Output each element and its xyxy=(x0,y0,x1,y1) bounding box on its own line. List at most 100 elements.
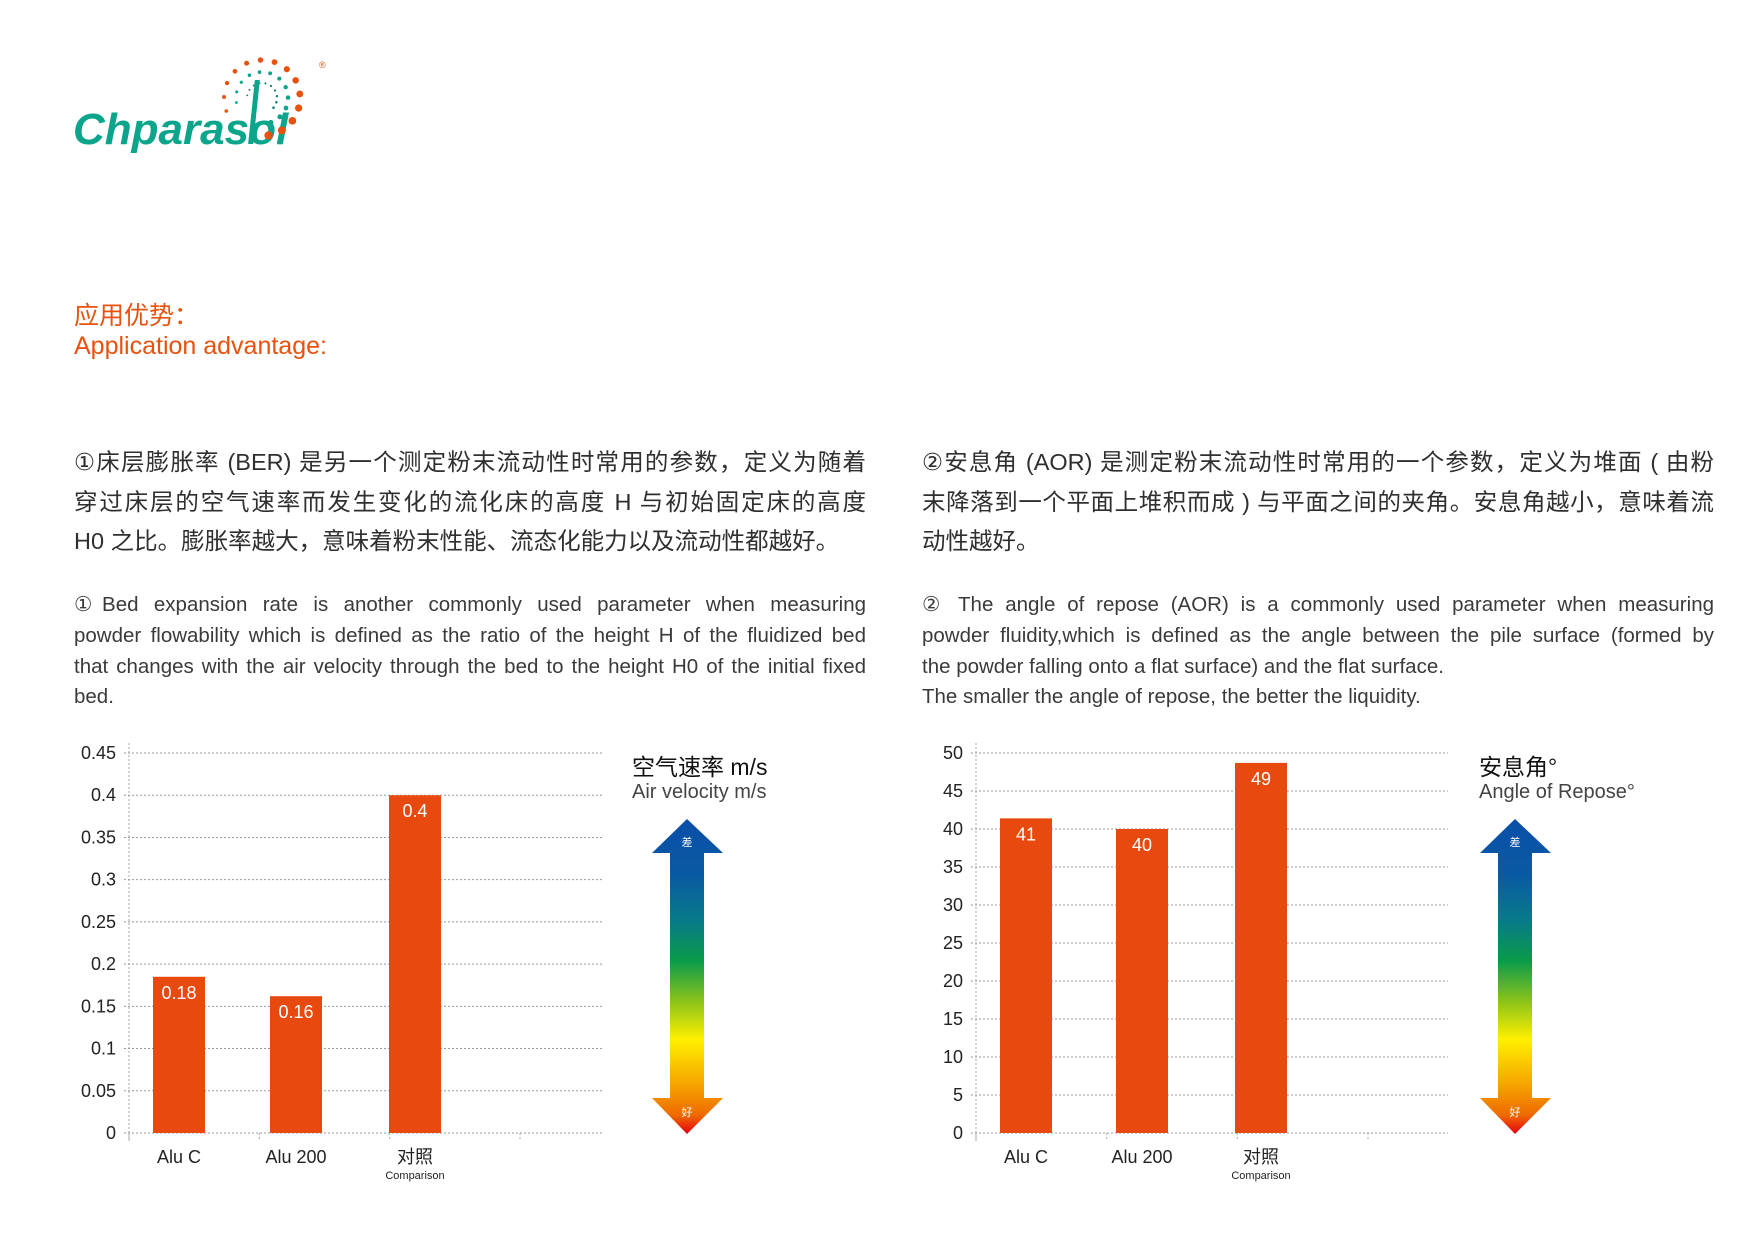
bar xyxy=(1000,818,1052,1133)
y-tick-label: 15 xyxy=(943,1009,963,1029)
text-line: H0 之比。膨胀率越大，意味着粉末性能、流态化能力以及流动性都越好。 xyxy=(74,528,840,554)
y-tick-label: 0.2 xyxy=(91,954,116,974)
bar-data-label: 40 xyxy=(1132,835,1152,855)
logo-dot xyxy=(268,119,274,126)
logo-dot xyxy=(269,84,273,88)
arrow-bottom-label: 好 xyxy=(682,1105,693,1119)
logo-dot xyxy=(272,106,275,109)
text-line: powder flowability which is defined as t… xyxy=(74,623,866,647)
logo-dot xyxy=(296,90,304,98)
text-line: ①床层膨胀率 (BER) 是另一个测定粉末流动性时常用的参数，定义为随着 xyxy=(74,449,866,475)
y-tick-label: 25 xyxy=(943,933,963,953)
logo-dot xyxy=(264,131,273,140)
bar-data-label: 0.4 xyxy=(402,801,427,821)
chart1-legend-title-cn: 空气速率 m/s xyxy=(632,754,768,780)
logo-dot xyxy=(224,80,230,86)
chart2-legend-title-en: Angle of Repose° xyxy=(1479,781,1635,803)
ber-description-cn: ①床层膨胀率 (BER) 是另一个测定粉末流动性时常用的参数，定义为随着 穿过床… xyxy=(74,443,866,562)
y-tick-label: 40 xyxy=(943,819,963,839)
logo-dot xyxy=(264,82,267,85)
text-line: that changes with the air velocity throu… xyxy=(74,654,866,678)
chart2-legend-title-cn: 安息角° xyxy=(1479,754,1558,780)
bar-data-label: 0.18 xyxy=(161,983,196,1003)
logo-dot xyxy=(283,105,289,111)
y-tick-label: 20 xyxy=(943,971,963,991)
x-category-label: Alu 200 xyxy=(265,1147,326,1167)
logo-mark: Chparasol ® xyxy=(73,57,326,154)
x-category-label: Alu C xyxy=(157,1147,201,1167)
y-tick-label: 0.3 xyxy=(91,870,116,890)
y-tick-label: 50 xyxy=(943,743,963,763)
ber-description-en: ①Bed expansion rate is another commonly … xyxy=(74,590,866,713)
y-tick-label: 10 xyxy=(943,1047,963,1067)
y-tick-label: 0.1 xyxy=(91,1039,116,1059)
x-category-label: 对照 xyxy=(397,1147,433,1167)
text-line: powder fluidity,which is defined as the … xyxy=(922,623,1714,647)
logo-dot xyxy=(294,104,303,112)
aor-description-cn: ②安息角 (AOR) 是测定粉末流动性时常用的一个参数，定义为堆面 ( 由粉 末… xyxy=(922,443,1714,562)
logo-dot xyxy=(271,59,278,66)
x-category-sublabel: Comparison xyxy=(1231,1170,1290,1182)
y-tick-label: 0.05 xyxy=(81,1081,116,1101)
logo-dot xyxy=(224,109,229,113)
arrow-top-label: 差 xyxy=(1510,835,1521,849)
logo-dot xyxy=(244,60,250,66)
bar-data-label: 0.16 xyxy=(278,1002,313,1022)
logo-dot xyxy=(222,94,226,99)
arrow-top-label: 差 xyxy=(682,835,693,849)
registered-mark: ® xyxy=(319,60,326,70)
bar-data-label: 49 xyxy=(1251,769,1271,789)
logo-dot xyxy=(277,114,283,120)
y-tick-label: 0.25 xyxy=(81,912,116,932)
logo-dot xyxy=(235,90,239,94)
logo-dot xyxy=(285,95,291,100)
logo-dot xyxy=(277,126,286,135)
gradient-arrow-shape xyxy=(652,819,723,1134)
y-tick-label: 0.45 xyxy=(81,743,116,763)
text-line: ①Bed expansion rate is another commonly … xyxy=(74,593,866,616)
logo-dot xyxy=(257,57,264,63)
logo-dot xyxy=(292,77,299,84)
y-tick-label: 35 xyxy=(943,857,963,877)
logo-dot xyxy=(273,89,277,92)
logo-dot xyxy=(277,76,282,81)
aor-description-en: ② The angle of repose (AOR) is a commonl… xyxy=(922,590,1714,713)
logo-dot xyxy=(275,95,279,98)
bar xyxy=(389,795,441,1133)
x-category-label: 对照 xyxy=(1243,1147,1279,1167)
y-tick-label: 0.15 xyxy=(81,996,116,1016)
x-category-sublabel: Comparison xyxy=(385,1170,444,1182)
logo-dot xyxy=(246,94,249,97)
y-tick-label: 0 xyxy=(106,1123,116,1143)
text-line: bed. xyxy=(74,685,114,709)
good-bad-arrow: 差 好 xyxy=(1480,819,1551,1134)
angle-of-repose-bar-chart: 0 5 10 15 20 25 30 35 40 45 50 41 Alu C 40 Alu 200 49 对照… xyxy=(943,743,1448,1182)
text-line: the powder falling onto a flat surface) … xyxy=(922,654,1444,678)
text-line: The smaller the angle of repose, the bet… xyxy=(922,685,1421,709)
y-tick-label: 0 xyxy=(953,1123,963,1143)
logo-dot xyxy=(288,116,297,125)
air-velocity-bar-chart: 0 0.05 0.1 0.15 0.2 0.25 0.3 0.35 0.4 0.45 0.18 Alu… xyxy=(81,743,602,1182)
bar-data-label: 41 xyxy=(1016,824,1036,844)
x-category-label: Alu 200 xyxy=(1111,1147,1172,1167)
logo-dot xyxy=(283,85,288,90)
text-line: ② The angle of repose (AOR) is a commonl… xyxy=(922,593,1714,616)
bar xyxy=(1235,762,1287,1133)
gradient-arrow-shape xyxy=(1480,819,1551,1134)
logo-dot xyxy=(275,101,278,104)
logo-dot xyxy=(283,66,290,73)
text-line: 末降落到一个平面上堆积而成 ) 与平面之间的夹角。安息角越小，意味着流 xyxy=(922,488,1714,515)
bar xyxy=(1116,829,1168,1133)
y-tick-label: 5 xyxy=(953,1085,963,1105)
y-tick-label: 45 xyxy=(943,781,963,801)
y-tick-label: 0.35 xyxy=(81,827,116,847)
section-title-cn: 应用优势： xyxy=(74,302,200,330)
logo-dot xyxy=(234,101,238,104)
logo-stem xyxy=(248,80,260,144)
logo-dot xyxy=(232,68,238,74)
chart1-legend-title-en: Air velocity m/s xyxy=(632,781,767,803)
logo-dot xyxy=(247,73,252,78)
logo: Chparasol ® xyxy=(70,50,350,165)
logo-dot xyxy=(257,70,262,74)
